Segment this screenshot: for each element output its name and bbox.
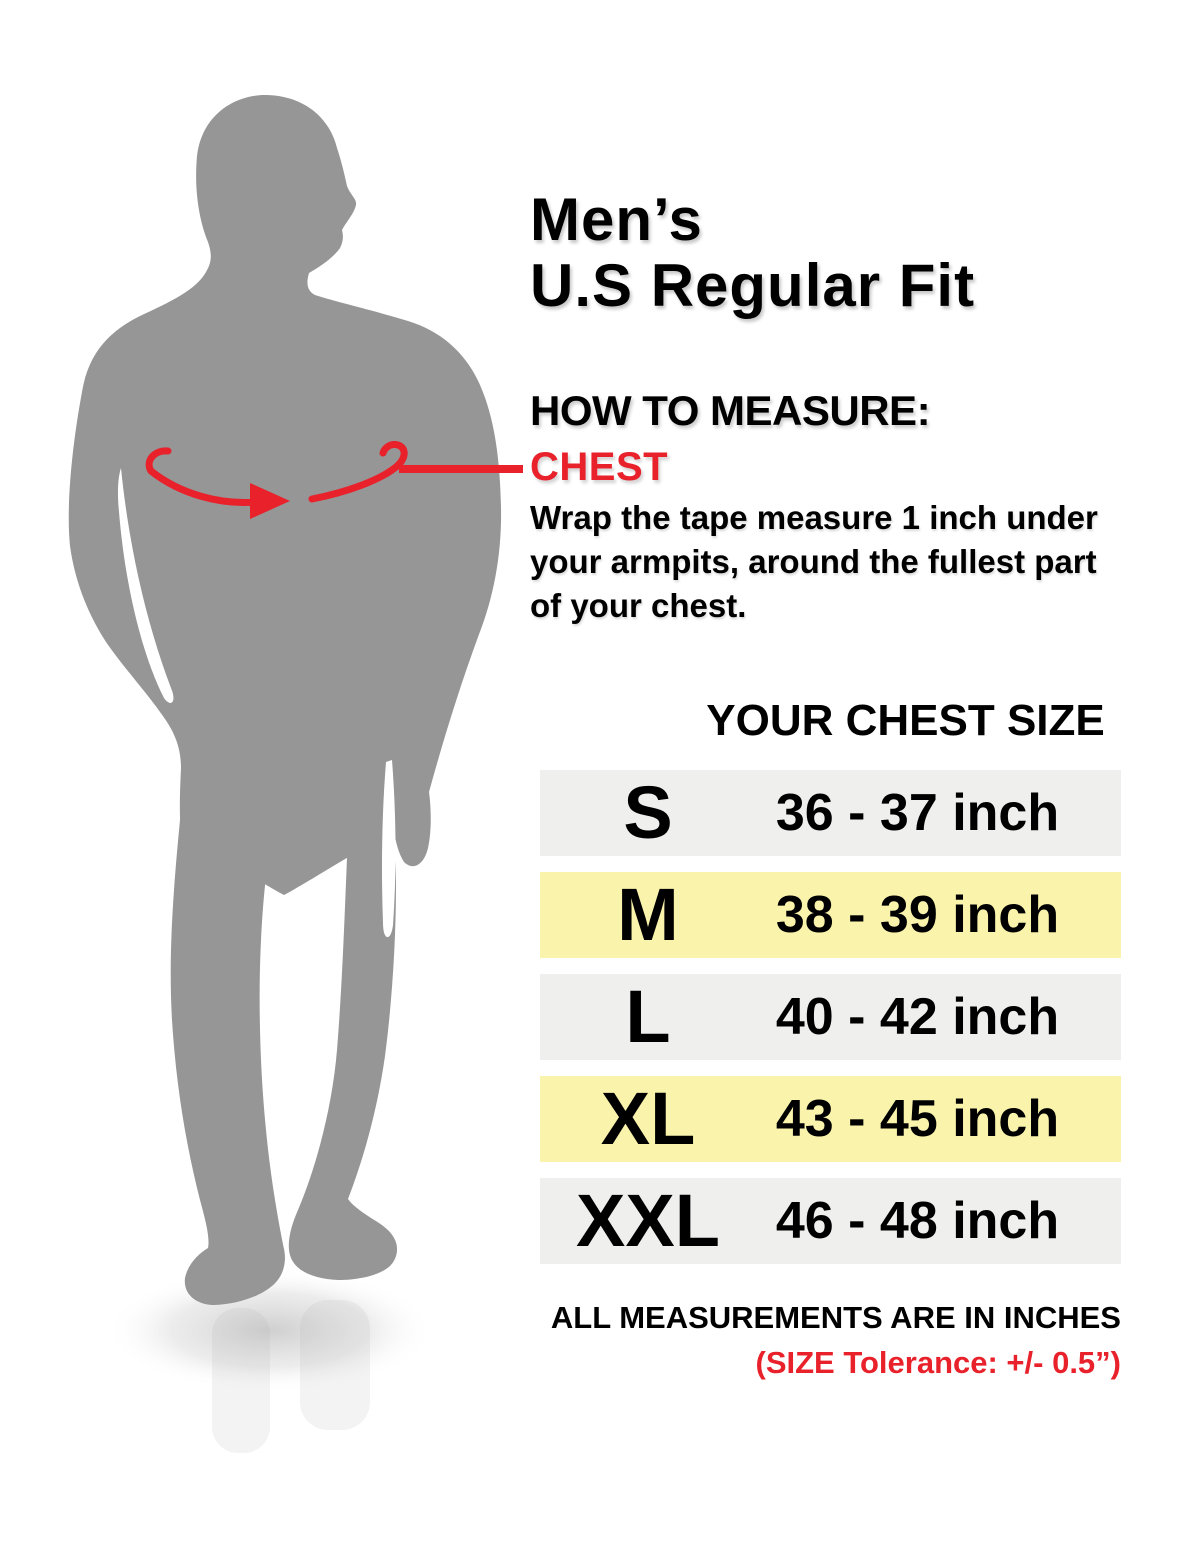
size-table: S 36 - 37 inch M 38 - 39 inch L 40 - 42 …: [540, 770, 1121, 1280]
leg-reflection-right: [300, 1300, 370, 1430]
man-silhouette-left-leg: [170, 800, 285, 1305]
size-row-s: S 36 - 37 inch: [540, 770, 1121, 856]
footer: ALL MEASUREMENTS ARE IN INCHES (SIZE Tol…: [540, 1295, 1121, 1385]
floor-shadow: [105, 1268, 435, 1392]
page-title: Men’s U.S Regular Fit: [530, 187, 975, 319]
measure-instructions: Wrap the tape measure 1 inch under your …: [530, 499, 1098, 624]
size-row-l: L 40 - 42 inch: [540, 974, 1121, 1060]
chest-measure-arrowhead: [250, 483, 290, 519]
page-title-line2: U.S Regular Fit: [530, 252, 976, 319]
page-title-line1: Men’s: [530, 186, 703, 253]
measurements-note: ALL MEASUREMENTS ARE IN INCHES: [550, 1300, 1121, 1335]
size-range: 46 - 48 inch: [775, 1192, 1060, 1250]
size-label: XL: [600, 1077, 696, 1160]
chest-measure-arc-back: [308, 441, 408, 503]
size-range: 43 - 45 inch: [775, 1090, 1060, 1148]
size-label: S: [623, 771, 673, 854]
chest-measure-arc-front: [145, 447, 260, 506]
how-to-measure-heading: HOW TO MEASURE:: [530, 387, 931, 434]
size-range: 38 - 39 inch: [775, 886, 1060, 944]
man-silhouette-right-leg: [288, 836, 398, 1280]
size-tolerance-note: (SIZE Tolerance: +/- 0.5”): [755, 1345, 1122, 1380]
leg-reflection-left: [212, 1308, 270, 1453]
arm-gap-left: [117, 468, 174, 703]
size-range: 36 - 37 inch: [775, 784, 1060, 842]
size-table-header: YOUR CHEST SIZE: [706, 696, 1105, 745]
size-label: XXL: [576, 1179, 720, 1262]
man-silhouette-body: [68, 94, 502, 895]
arm-gap-right: [382, 760, 396, 938]
size-row-xxl: XXL 46 - 48 inch: [540, 1178, 1121, 1264]
size-label: M: [617, 873, 679, 956]
size-range: 40 - 42 inch: [775, 988, 1060, 1046]
size-label: L: [625, 975, 671, 1058]
size-row-m: M 38 - 39 inch: [540, 872, 1121, 958]
chest-measure-label: CHEST: [530, 445, 669, 489]
size-row-xl: XL 43 - 45 inch: [540, 1076, 1121, 1162]
